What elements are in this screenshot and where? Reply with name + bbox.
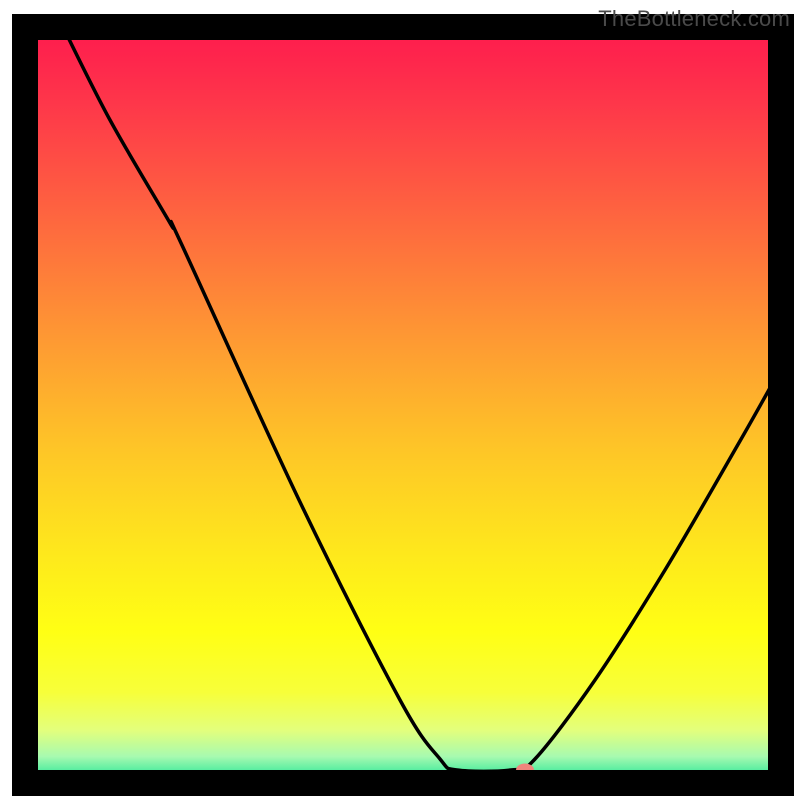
gradient-background [25,27,781,783]
chart-container: TheBottleneck.com [0,0,800,800]
watermark: TheBottleneck.com [598,6,790,32]
bottleneck-chart [0,0,800,800]
